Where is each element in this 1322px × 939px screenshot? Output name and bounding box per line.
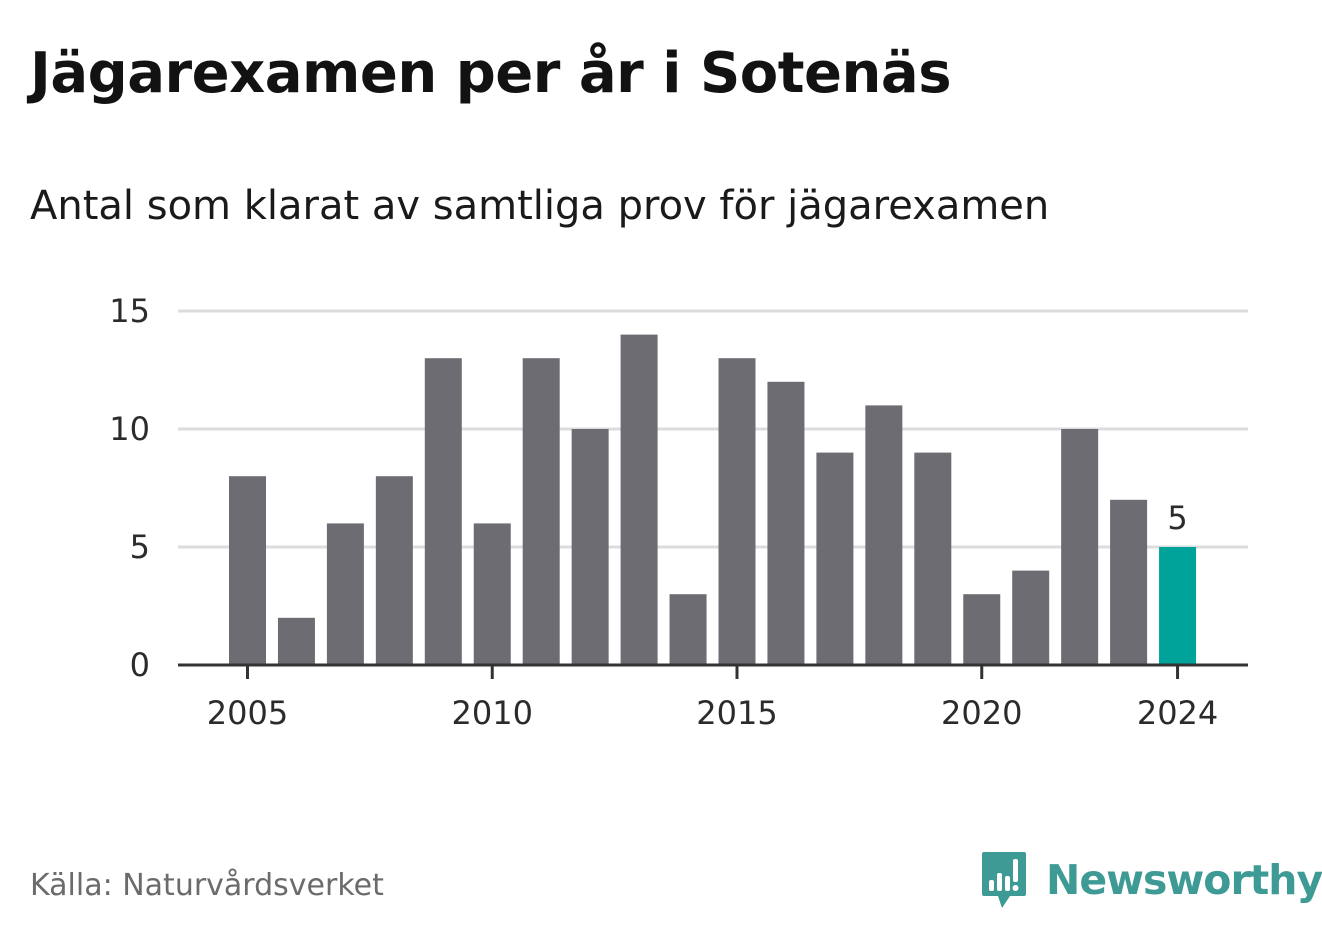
bar-2021	[1012, 570, 1050, 665]
bar-2007	[326, 523, 364, 665]
bar-2008	[375, 476, 413, 665]
source-note: Källa: Naturvårdsverket	[30, 868, 384, 903]
y-tick-label-10: 10	[109, 410, 150, 448]
bar-2019	[914, 452, 952, 665]
x-tick-label-2005: 2005	[207, 694, 288, 732]
bar-2005	[229, 476, 266, 665]
y-tick-label-0: 0	[130, 646, 150, 684]
x-tick-label-2015: 2015	[696, 694, 777, 732]
chart-subtitle: Antal som klarat av samtliga prov för jä…	[30, 183, 1050, 229]
bar-2022	[1061, 429, 1099, 665]
bars	[229, 334, 1197, 665]
bar-2016	[767, 381, 805, 665]
bar-2009	[424, 358, 462, 665]
x-tick-label-2020: 2020	[941, 694, 1022, 732]
bar-2020	[963, 594, 1001, 665]
x-tick-label-2024: 2024	[1137, 694, 1218, 732]
bar-2023	[1110, 499, 1148, 665]
bar-2014	[669, 594, 707, 665]
x-tick-label-2010: 2010	[452, 694, 533, 732]
bar-2010	[473, 523, 511, 665]
axes: 0 5 10 15 2005 2010 2015 2020 2024	[109, 292, 1248, 732]
data-labels: 5	[1167, 499, 1187, 537]
brand-name: Newsworthy	[1046, 856, 1322, 904]
bar-2006	[277, 617, 315, 665]
chart-title: Jägarexamen per år i Sotenäs	[30, 41, 952, 106]
brand-logo[interactable]: Newsworthy	[980, 848, 1322, 912]
newsworthy-logo-icon	[982, 852, 1026, 908]
bar-2024	[1159, 547, 1197, 665]
y-tick-label-15: 15	[109, 292, 150, 330]
bar-2015	[718, 358, 756, 665]
y-tick-label-5: 5	[130, 528, 150, 566]
bar-2012	[571, 429, 609, 665]
bar-2017	[816, 452, 854, 665]
data-label-2024: 5	[1167, 499, 1187, 537]
bar-2011	[522, 358, 560, 665]
bar-2018	[865, 405, 903, 665]
bar-2013	[620, 334, 658, 665]
bar-chart: 0 5 10 15 2005 2010 2015 2020 2024 5	[109, 292, 1248, 732]
